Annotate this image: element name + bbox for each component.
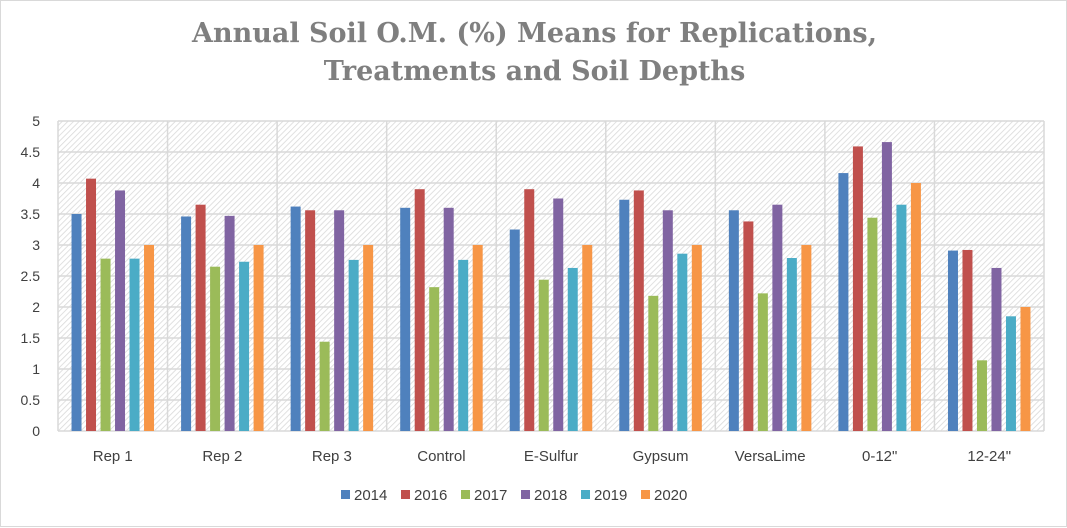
bar-2017 — [100, 258, 111, 431]
x-tick-label: Rep 3 — [312, 448, 352, 465]
legend-label: 2019 — [594, 487, 627, 504]
bar-2018 — [991, 267, 1002, 431]
y-tick-label: 2.5 — [21, 268, 41, 284]
bar-2019 — [458, 259, 469, 431]
bar-2016 — [852, 146, 863, 432]
bar-2018 — [224, 215, 235, 431]
bar-2019 — [786, 258, 797, 431]
y-tick-label: 3 — [32, 237, 40, 253]
bar-2019 — [239, 261, 250, 431]
bar-2018 — [553, 198, 564, 431]
bar-2016 — [962, 249, 973, 431]
bar-2019 — [348, 259, 359, 431]
chart-title: Annual Soil O.M. (%) Means for Replicati… — [1, 15, 1067, 91]
bar-2020 — [582, 245, 593, 431]
y-tick-label: 4.5 — [21, 144, 41, 160]
x-tick-label: Control — [417, 448, 465, 465]
legend-label: 2016 — [414, 487, 447, 504]
bar-2017 — [429, 287, 440, 431]
bar-2016 — [524, 189, 535, 431]
x-tick-label: 0-12" — [862, 448, 897, 465]
bar-2014 — [728, 210, 739, 431]
x-tick-label: Rep 2 — [202, 448, 242, 465]
bar-2017 — [648, 295, 659, 431]
bar-2020 — [472, 245, 483, 431]
bar-2020 — [691, 245, 702, 431]
bar-2020 — [1020, 307, 1031, 431]
bar-2020 — [253, 245, 264, 431]
bar-2019 — [677, 253, 688, 431]
chart-title-line-1: Annual Soil O.M. (%) Means for Replicati… — [192, 18, 877, 49]
y-tick-label: 1 — [32, 361, 40, 377]
legend-swatch — [401, 490, 410, 499]
bar-2020 — [910, 183, 921, 431]
legend-label: 2020 — [654, 487, 687, 504]
bar-2014 — [290, 206, 301, 431]
bar-2014 — [400, 207, 411, 431]
x-tick-label: Rep 1 — [93, 448, 133, 465]
chart-title-line-2: Treatments and Soil Depths — [323, 56, 746, 87]
bar-2017 — [757, 293, 768, 431]
bar-2018 — [772, 204, 783, 431]
bar-2018 — [115, 190, 126, 431]
bar-2016 — [195, 204, 206, 431]
bar-2018 — [334, 210, 345, 431]
legend-swatch — [461, 490, 470, 499]
bar-2016 — [633, 190, 644, 431]
bar-2018 — [662, 210, 673, 431]
bar-2018 — [443, 207, 454, 431]
legend-label: 2014 — [354, 487, 387, 504]
bar-2017 — [867, 217, 878, 431]
x-tick-label: E-Sulfur — [524, 448, 578, 465]
legend-swatch — [521, 490, 530, 499]
bar-2017 — [538, 279, 549, 431]
y-tick-label: 3.5 — [21, 206, 41, 222]
bar-2014 — [509, 229, 520, 431]
x-tick-label: VersaLime — [735, 448, 806, 465]
legend-label: 2017 — [474, 487, 507, 504]
bar-2019 — [1005, 316, 1016, 431]
bar-2020 — [363, 245, 374, 431]
bar-2014 — [181, 216, 192, 431]
x-tick-label: Gypsum — [633, 448, 689, 465]
bar-2017 — [976, 360, 987, 431]
y-tick-label: 4 — [32, 175, 40, 191]
bar-2019 — [896, 204, 907, 431]
bar-2017 — [210, 266, 221, 431]
legend-swatch — [341, 490, 350, 499]
legend-swatch — [581, 490, 590, 499]
bar-2014 — [838, 173, 849, 431]
bar-2017 — [319, 341, 330, 431]
y-tick-label: 1.5 — [21, 330, 41, 346]
legend-label: 2018 — [534, 487, 567, 504]
y-tick-label: 0.5 — [21, 392, 41, 408]
bar-2014 — [619, 199, 630, 431]
bar-2020 — [801, 245, 812, 431]
bar-2014 — [71, 214, 82, 431]
bar-2018 — [881, 142, 892, 431]
bar-2016 — [414, 189, 425, 431]
bar-2016 — [305, 210, 316, 431]
legend-swatch — [641, 490, 650, 499]
y-tick-label: 0 — [32, 423, 40, 439]
bar-2016 — [86, 178, 97, 431]
bar-2019 — [567, 267, 578, 431]
bar-2020 — [144, 245, 155, 431]
bar-2016 — [743, 221, 754, 431]
x-tick-label: 12-24" — [967, 448, 1011, 465]
bar-2019 — [129, 258, 140, 431]
y-tick-label: 5 — [32, 113, 40, 129]
bar-2014 — [947, 250, 958, 431]
y-tick-label: 2 — [32, 299, 40, 315]
